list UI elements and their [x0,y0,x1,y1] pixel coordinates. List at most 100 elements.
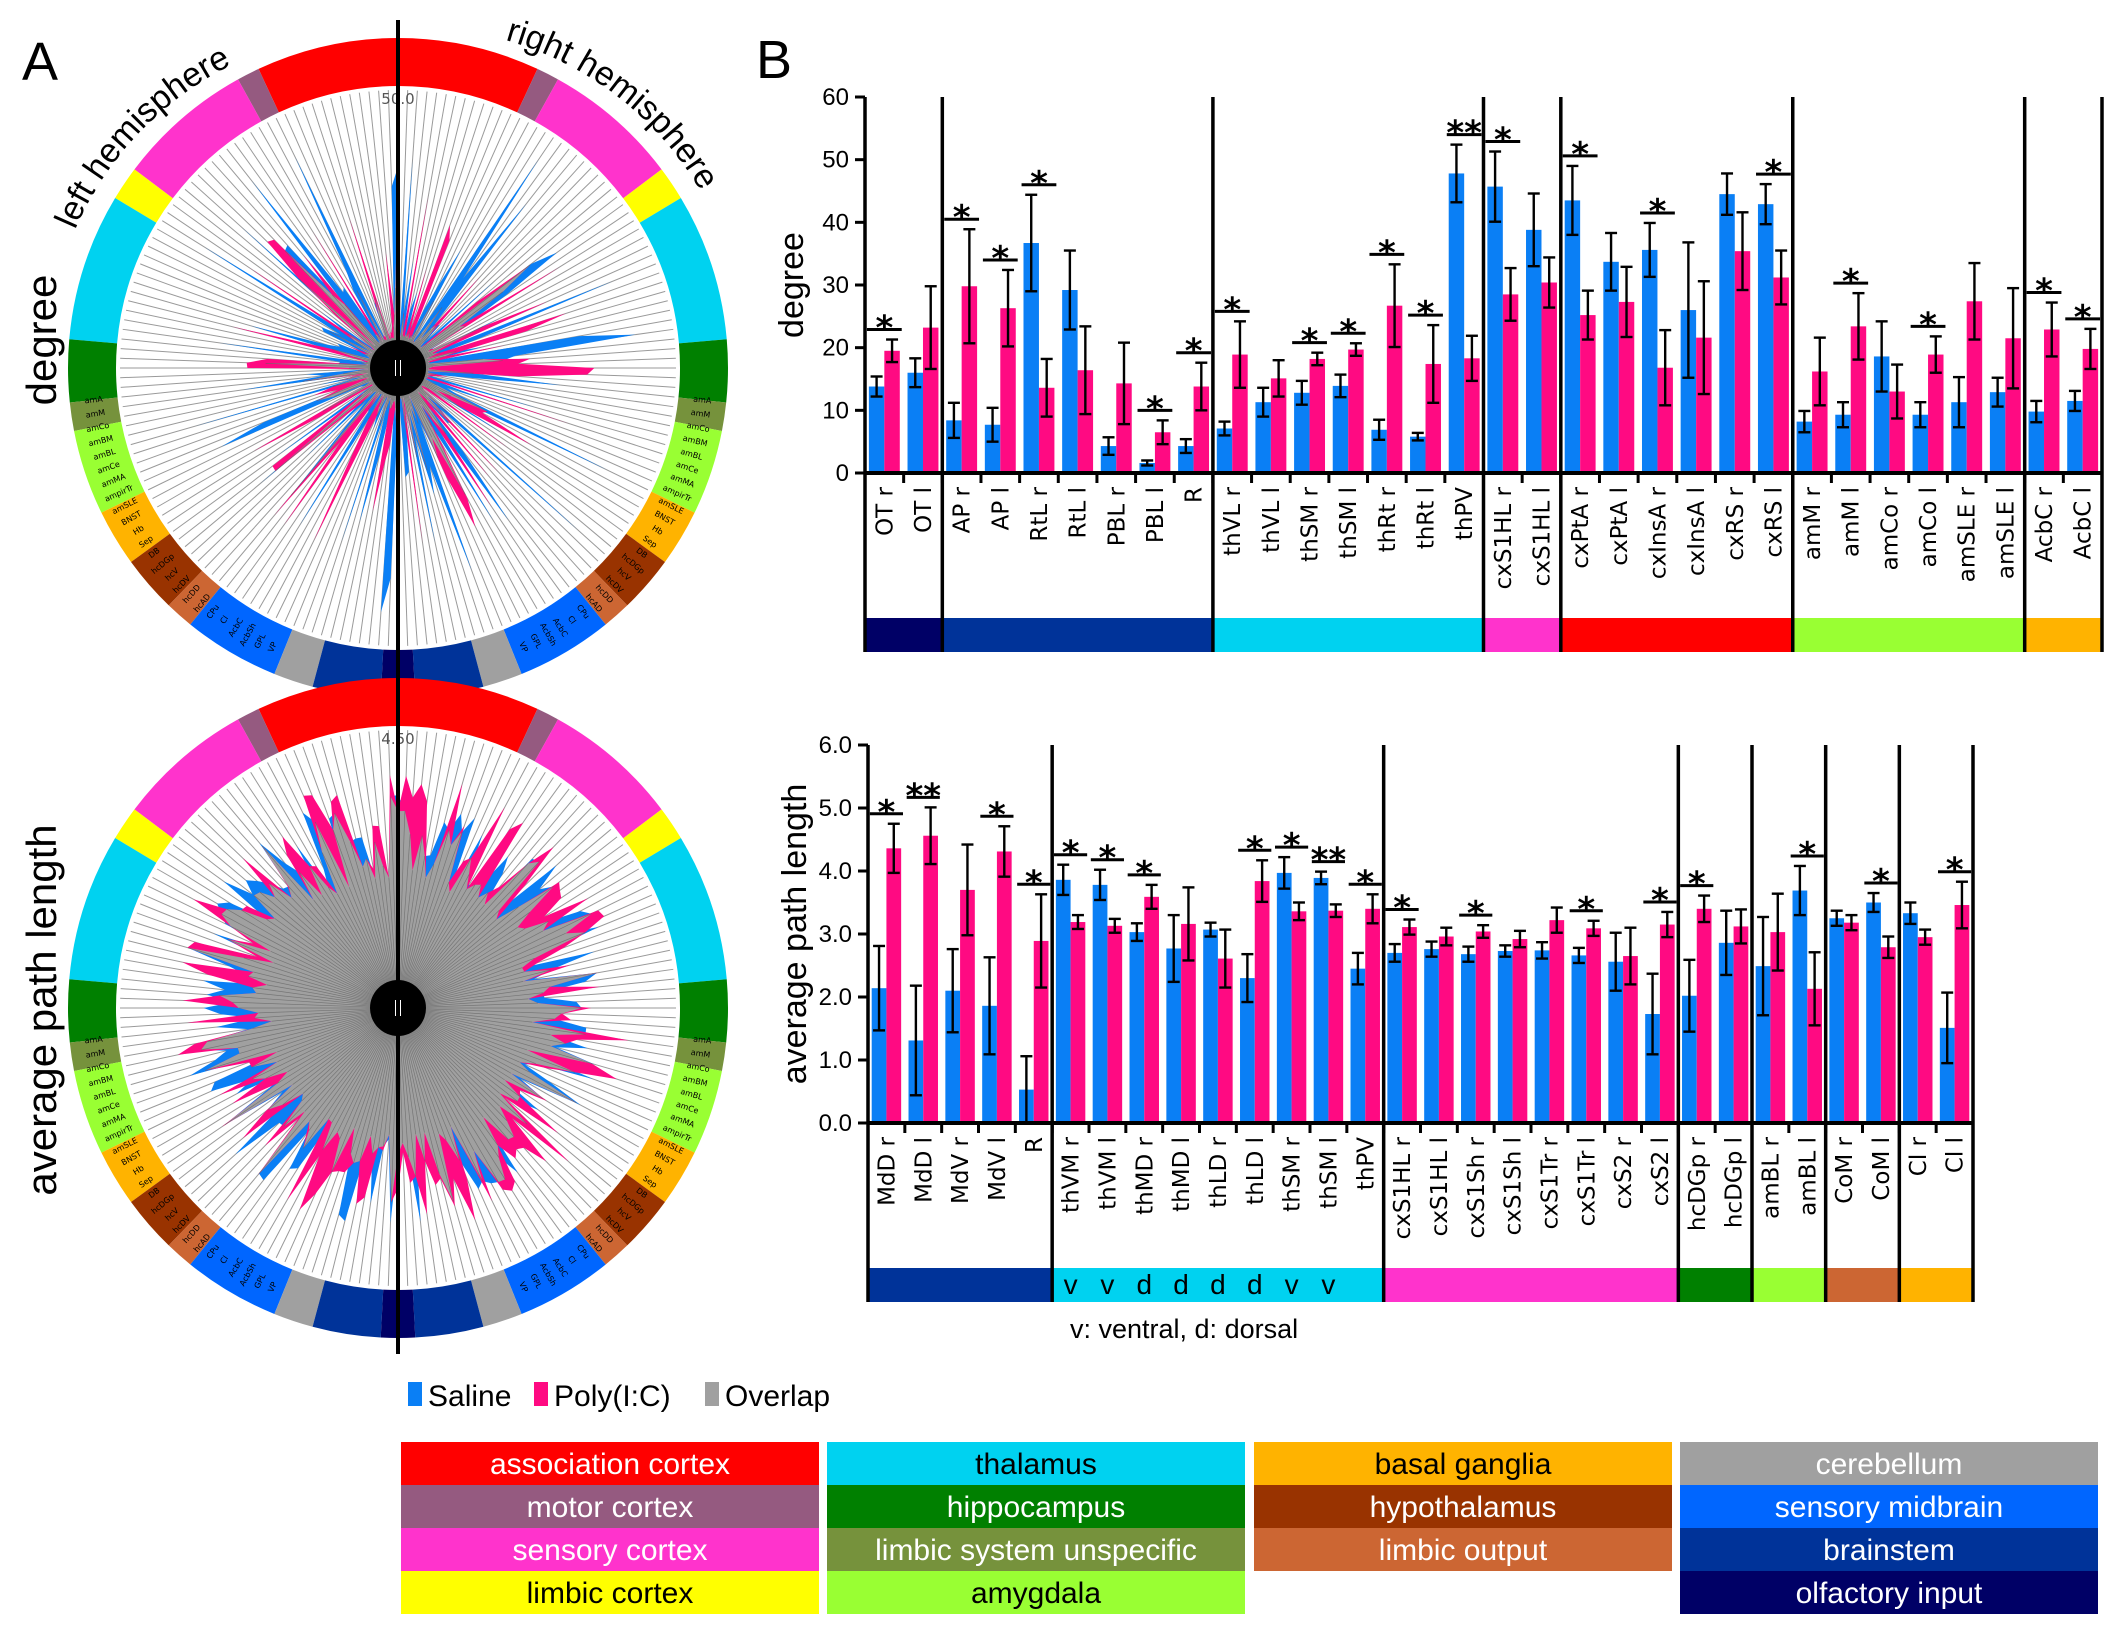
saline-bar [1448,173,1465,473]
region-legend-label: limbic cortex [527,1577,694,1610]
ring-segment-right [623,169,681,223]
ring-segment-right [674,1037,727,1071]
saline-bar [1564,200,1581,473]
x-tick-label: R [1022,1137,1048,1153]
ring-segment-right [412,1280,484,1338]
polyic-bar [1966,301,1983,473]
x-tick-label: cxS1HL r [1390,1136,1416,1239]
ring-segment-right [678,339,728,403]
ring-region-label: VP [517,641,530,654]
saline-bar [1682,995,1697,1123]
region-legend-swatch [1680,1485,2098,1528]
ring-segment-right [503,587,606,674]
ring-segment-right [626,1131,695,1202]
saline-bar [1951,402,1967,473]
subregion-label: d [1173,1269,1189,1300]
polyic-bar [996,851,1012,1123]
region-band [1212,618,1484,652]
region-legend-swatch [401,1528,819,1571]
y-tick-label: 1.0 [819,1047,852,1074]
x-tick-label: cxS1Tr r [1537,1136,1563,1229]
y-tick-label: 50 [822,147,849,174]
ring-segment-right [674,397,727,431]
ring-segment-left [69,838,157,984]
saline-bar [1526,229,1542,473]
region-legend-swatch [827,1485,1245,1528]
region-legend-label: sensory midbrain [1775,1491,2003,1524]
series-legend: Saline Poly(I:C) Overlap [408,1380,830,1413]
significance-marker: * [1946,851,1964,891]
polyic-bar [1928,354,1944,473]
polyic-bar [1889,391,1905,473]
region-legend-swatch [827,1571,1245,1614]
significance-marker: * [1099,839,1117,879]
x-tick-label: amSLE l [1993,487,2019,579]
saline-bar [1100,446,1117,473]
polyic-bar [923,835,938,1123]
panel-a-letter: A [22,32,58,92]
x-tick-label: thSM l [1336,487,1362,559]
saline-bar [1534,950,1550,1123]
polyic-bar [1657,367,1673,473]
subregion-label: d [1136,1269,1152,1300]
significance-marker: * [1223,290,1241,330]
ring-segment-right [534,79,662,199]
ring-segment-right [593,533,665,606]
region-legend-label: hippocampus [947,1491,1125,1524]
ring-segment-right [651,1061,722,1153]
x-tick-label: PBL l [1143,487,1169,543]
polyic-bar [1070,922,1086,1123]
saline-bar [1023,243,1039,473]
saline-bar [1313,877,1329,1123]
saline-bar [1796,421,1813,473]
x-tick-label: amBL l [1795,1137,1821,1216]
saline-bar [1166,948,1182,1123]
region-legend: association cortex motor cortex sensory co… [401,1442,2098,1614]
polyic-bar [1880,947,1896,1123]
saline-bar [1939,1027,1955,1123]
radial-plot-degree: amAamAamMamMamCoamCoamBMamBMamBLamBLamCe… [68,20,728,714]
saline-bar [1719,194,1735,473]
x-tick-label: thPV [1452,487,1478,540]
saline-bar [871,988,887,1123]
region-legend-swatch [1680,1528,2098,1571]
ring-segment-left [74,421,145,513]
significance-marker: * [1356,863,1374,903]
saline-bar [1332,385,1349,473]
saline-bar [1350,968,1366,1123]
ring-segment-right [398,38,538,113]
saline-bar [1424,949,1439,1123]
x-tick-label: MdV l [985,1137,1011,1201]
significance-marker: * [2074,298,2092,338]
ring-segment-right [623,809,681,863]
region-band [1825,1268,1900,1302]
x-tick-label: RtL r [1027,486,1053,541]
significance-marker: * [988,795,1006,835]
y-tick-label: 3.0 [819,921,852,948]
polyic-bar [1438,936,1454,1123]
polyic-bar [1425,363,1441,473]
x-tick-label: thLD l [1243,1137,1269,1205]
polyic-bar [1512,939,1528,1123]
region-legend-label: olfactory input [1796,1577,1983,1610]
x-tick-label: thMD r [1132,1136,1158,1214]
ring-region-label: VP [266,640,279,653]
saline-bar [1792,890,1808,1123]
saline-bar [2067,400,2083,473]
polyic-bar [2044,329,2060,473]
polyic-bar [1659,924,1675,1123]
significance-marker: * [1393,889,1411,929]
region-band [1052,1268,1384,1302]
region-band [2024,618,2102,652]
ring-segment-right [678,979,729,1043]
ring-segment-left [168,570,221,625]
polyic-bar [1502,294,1519,473]
x-tick-label: cxInsA r [1645,486,1671,579]
polyic-bar [1580,315,1596,473]
subregion-label: v [1064,1269,1078,1300]
significance-marker: * [1649,192,1667,232]
polyic-bar [1954,905,1970,1123]
significance-marker: ** [1311,841,1347,881]
ring-segment-right [398,678,538,753]
region-band [865,618,943,652]
